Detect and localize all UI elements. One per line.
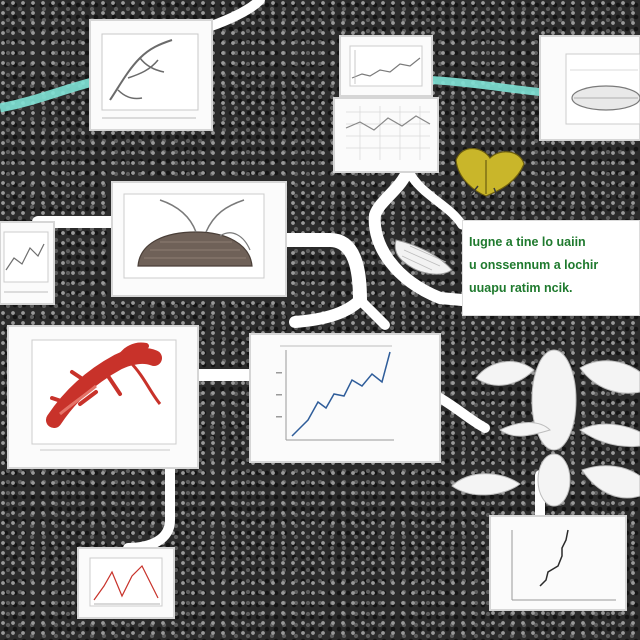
panel-specimen-plot [89,19,213,131]
note-line-2: u onssennum a lochir [469,258,599,272]
yellow-insect-icon [455,147,525,199]
panel-line-chart-center [249,333,441,463]
note-line-1: Iugne a tine lo uaiin [469,235,586,249]
panel-sketch-plot [0,221,55,305]
panel-creature-diagram [7,325,199,469]
panel-nest-diagram [111,181,287,297]
glow-connectors [0,75,541,113]
panel-cylinder-diagram [539,35,640,141]
panel-grid-plot [333,97,439,173]
panel-descending-plot [489,515,627,611]
white-wing-icon [394,239,453,275]
white-moth-icon [451,349,640,507]
panel-line-plot-top [339,35,433,97]
note-line-3: uuapu ratim ncik. [469,281,573,295]
text-note-panel: Iugne a tine lo uaiin u onssennum a loch… [462,220,640,316]
panel-small-plot [77,547,175,619]
